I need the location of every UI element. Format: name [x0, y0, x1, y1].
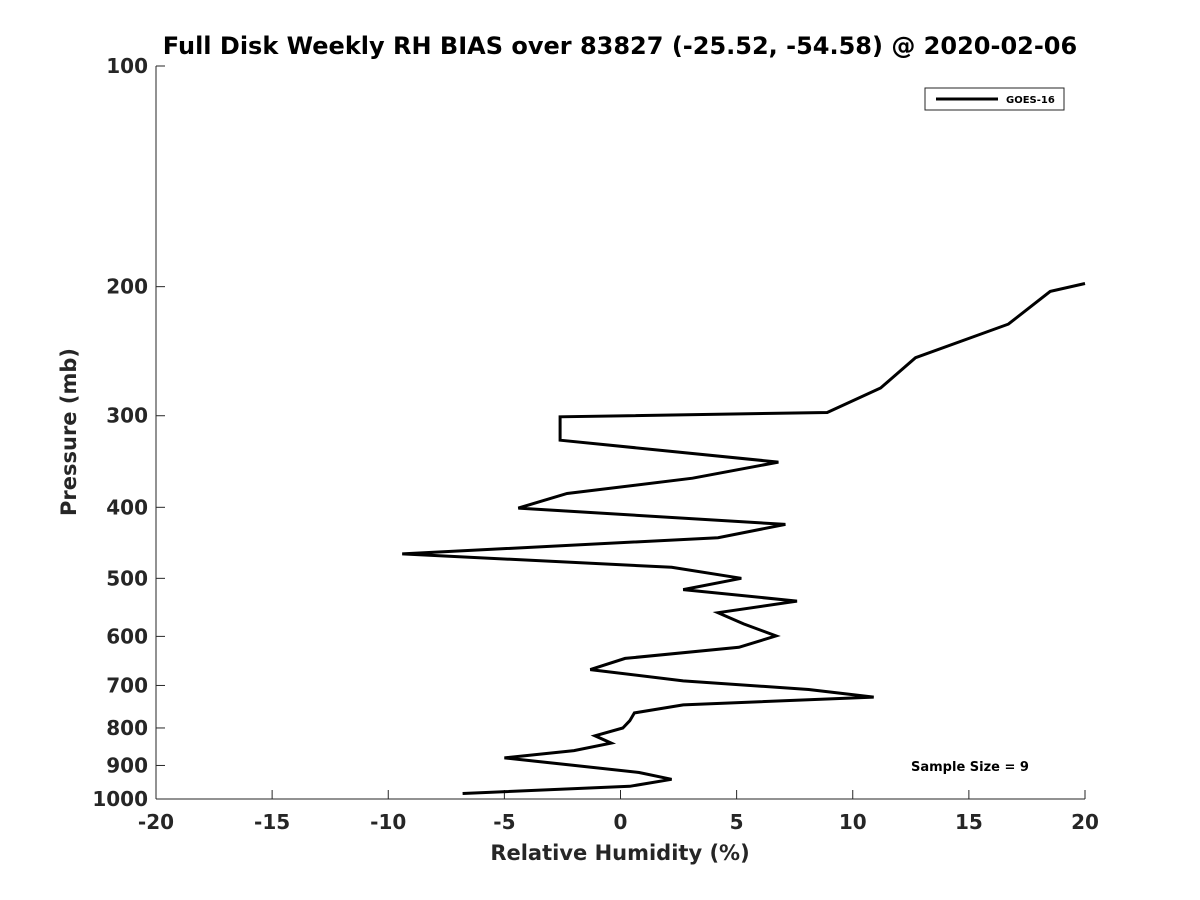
y-axis-label: Pressure (mb) — [57, 348, 81, 516]
legend-entry-label: GOES-16 — [1006, 95, 1055, 106]
y-tick-label: 800 — [106, 716, 148, 740]
y-tick-label: 300 — [106, 404, 148, 428]
x-tick-label: 0 — [614, 810, 628, 834]
x-tick-label: -5 — [493, 810, 515, 834]
sample-size-annotation: Sample Size = 9 — [911, 760, 1029, 775]
x-tick-label: 10 — [839, 810, 867, 834]
chart-title: Full Disk Weekly RH BIAS over 83827 (-25… — [163, 32, 1077, 60]
y-tick-label: 400 — [106, 495, 148, 519]
x-ticks: -20 -15 -10 -5 0 5 10 15 20 — [138, 790, 1099, 834]
x-axis-label: Relative Humidity (%) — [490, 841, 749, 865]
x-tick-label: -20 — [138, 810, 174, 834]
plot-area — [156, 66, 1085, 799]
series-line-goes-16 — [402, 282, 1086, 795]
y-tick-label: 1000 — [92, 787, 148, 811]
x-tick-label: 15 — [955, 810, 983, 834]
x-tick-label: 5 — [730, 810, 744, 834]
x-tick-label: -15 — [254, 810, 290, 834]
y-tick-label: 700 — [106, 673, 148, 697]
legend: GOES-16 — [924, 87, 1065, 111]
x-tick-label: 20 — [1071, 810, 1099, 834]
x-tick-label: -10 — [370, 810, 406, 834]
y-tick-label: 100 — [106, 54, 148, 78]
y-tick-label: 500 — [106, 566, 148, 590]
y-ticks: 100 200 300 400 500 600 700 800 900 1000 — [92, 54, 165, 811]
y-tick-label: 600 — [106, 624, 148, 648]
y-tick-label: 900 — [106, 753, 148, 777]
y-tick-label: 200 — [106, 275, 148, 299]
